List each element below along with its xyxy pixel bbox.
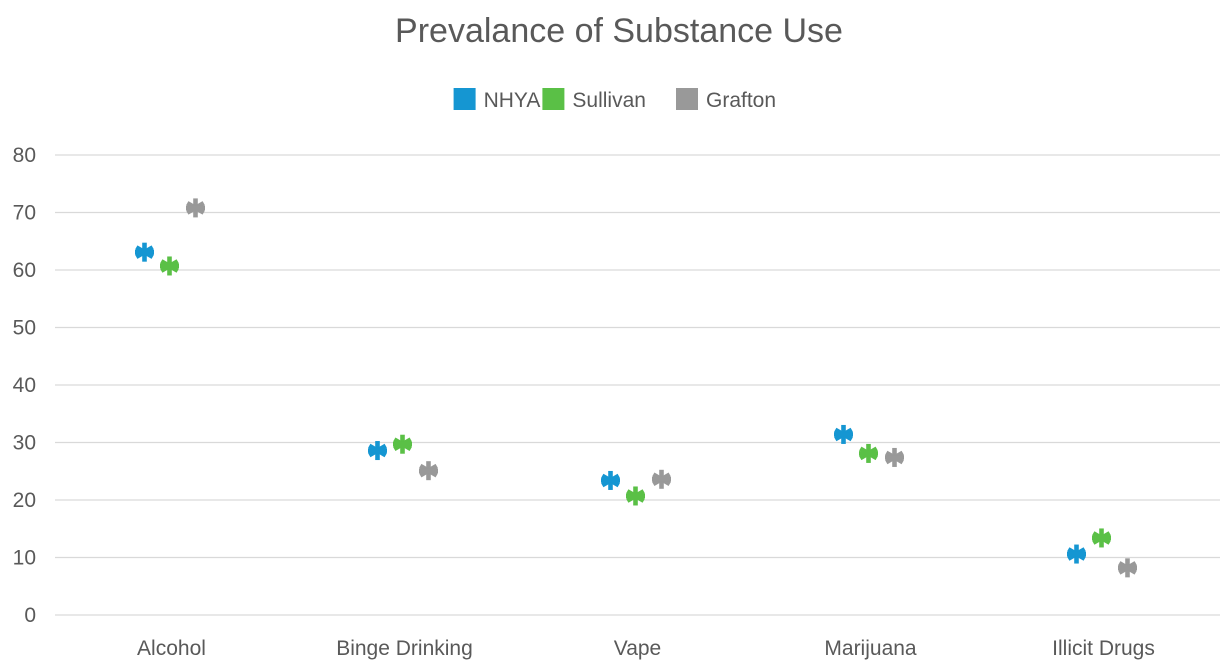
data-point (419, 461, 438, 481)
legend-swatch (676, 88, 698, 110)
data-point (859, 443, 878, 463)
legend-label: Grafton (706, 89, 776, 112)
y-tick-label: 40 (13, 374, 36, 397)
data-point (834, 424, 853, 444)
y-tick-label: 50 (13, 317, 36, 340)
legend: NHYA Sullivan Grafton (453, 88, 776, 112)
data-point (1092, 528, 1111, 548)
series-grafton (186, 198, 1137, 578)
data-point (601, 470, 620, 490)
x-axis: Alcohol Binge Drinking Vape Marijuana Illici… (55, 614, 1220, 660)
y-tick-label: 70 (13, 202, 36, 225)
y-tick-label: 30 (13, 432, 36, 455)
y-tick-label: 80 (13, 144, 36, 167)
series-sullivan (160, 256, 1111, 548)
y-tick-label: 10 (13, 547, 36, 570)
data-markers (135, 198, 1137, 578)
x-tick-label: Vape (614, 637, 662, 660)
series-nhya (135, 242, 1086, 564)
legend-item-nhya: NHYA (453, 88, 541, 112)
x-tick-label: Marijuana (824, 637, 917, 660)
data-point (1067, 544, 1086, 564)
data-point (186, 198, 205, 218)
legend-swatch (453, 88, 476, 110)
data-point (393, 434, 412, 454)
legend-label: NHYA (484, 89, 541, 112)
data-point (626, 486, 645, 506)
y-axis: 0 10 20 30 40 50 60 70 80 (13, 144, 36, 627)
legend-swatch (542, 88, 565, 110)
x-tick-label: Alcohol (137, 637, 206, 660)
data-point (135, 242, 154, 262)
y-tick-label: 0 (24, 604, 36, 627)
x-tick-label: Binge Drinking (336, 637, 473, 660)
legend-label: Sullivan (572, 89, 646, 112)
y-tick-label: 60 (13, 259, 36, 282)
data-point (652, 469, 671, 489)
gridlines (55, 154, 1220, 559)
x-tick-label: Illicit Drugs (1052, 637, 1155, 660)
legend-item-sullivan: Sullivan (542, 88, 646, 112)
data-point (368, 441, 387, 461)
y-tick-label: 20 (13, 489, 36, 512)
data-point (885, 447, 904, 467)
data-point (1118, 558, 1137, 578)
chart-title: Prevalance of Substance Use (395, 12, 843, 50)
legend-item-grafton: Grafton (676, 88, 776, 112)
data-point (160, 256, 179, 276)
